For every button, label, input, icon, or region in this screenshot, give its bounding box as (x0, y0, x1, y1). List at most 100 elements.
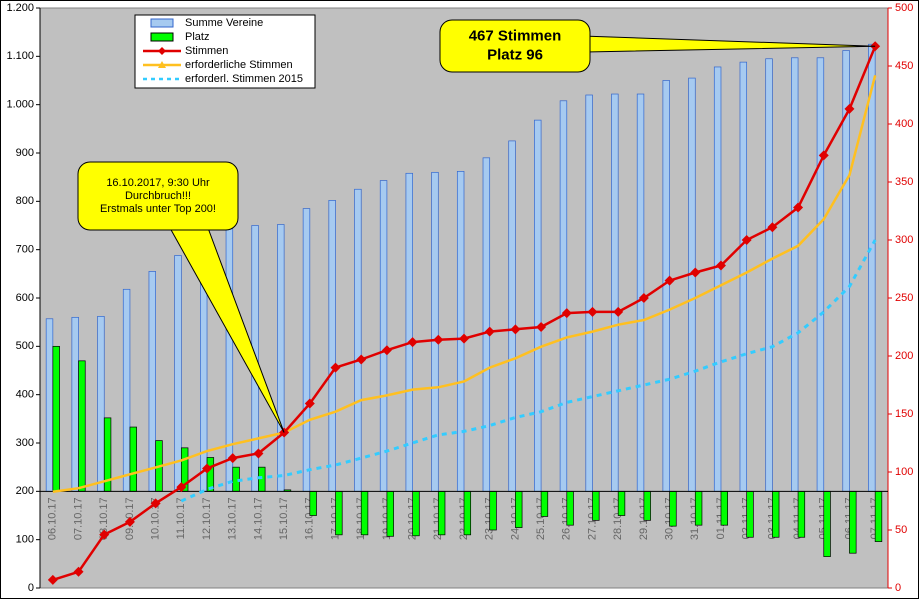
bar (617, 490, 626, 516)
marker (638, 293, 649, 303)
bar (720, 490, 729, 526)
marker (99, 529, 110, 540)
bar (636, 93, 645, 492)
callout-text: Platz 96 (487, 46, 543, 63)
marker (176, 482, 187, 493)
bar (669, 490, 677, 527)
bar (482, 157, 491, 492)
callout-box (77, 161, 239, 231)
marker (381, 345, 392, 356)
x-tick-label: 07.10.17 (72, 497, 84, 540)
legend-label: Summe Vereine (185, 17, 263, 29)
marker (818, 150, 829, 161)
y2-tick-label: 50 (895, 524, 907, 536)
bar (534, 119, 542, 492)
marker (664, 275, 675, 286)
x-tick-label: 11.10.17 (175, 497, 187, 539)
marker (613, 306, 624, 317)
y-tick-label: 300 (16, 437, 34, 449)
y-tick-label: 400 (16, 389, 34, 401)
marker (741, 235, 752, 245)
bar (360, 490, 369, 536)
callout-text: 16.10.2017, 9:30 Uhr (106, 177, 210, 189)
bar (868, 43, 876, 492)
bar (713, 66, 722, 492)
bar (328, 200, 336, 492)
y2-tick-label: 150 (895, 408, 913, 420)
x-tick-label: 15.10.17 (278, 497, 290, 540)
bar (849, 490, 857, 554)
bar (335, 490, 343, 536)
bar (354, 188, 362, 492)
legend-label: erforderl. Stimmen 2015 (185, 73, 303, 85)
marker (304, 398, 315, 409)
y-tick-label: 1.000 (6, 99, 34, 111)
bar (386, 490, 394, 537)
y-tick-label: 0 (28, 582, 34, 594)
bar (463, 490, 472, 536)
y2-tick-label: 250 (895, 292, 913, 304)
bar (148, 271, 156, 492)
x-tick-label: 12.10.17 (201, 497, 213, 540)
y2-tick-label: 300 (895, 234, 913, 246)
bar (540, 490, 549, 517)
marker (202, 463, 213, 474)
x-tick-label: 08.10.17 (98, 497, 110, 540)
bar (225, 227, 234, 492)
y-tick-label: 900 (16, 147, 34, 159)
y-tick-label: 100 (16, 534, 34, 546)
bar (515, 490, 523, 528)
bar (52, 345, 60, 492)
legend-swatch (150, 18, 174, 28)
callout-text: Durchbruch!!! (125, 190, 191, 202)
bar (45, 318, 54, 492)
line-series (180, 239, 877, 503)
y-tick-label: 500 (16, 340, 34, 352)
bar (431, 171, 439, 492)
bar (874, 490, 883, 542)
bar (566, 490, 574, 526)
y-tick-label: 700 (16, 244, 34, 256)
marker (587, 306, 598, 317)
bar (379, 180, 388, 492)
bar (412, 490, 420, 537)
marker (844, 103, 855, 114)
bar (71, 316, 79, 492)
y2-tick-label: 200 (895, 350, 913, 362)
marker (561, 308, 572, 319)
marker (459, 333, 469, 344)
bar (508, 140, 516, 492)
y2-tick-label: 350 (895, 176, 913, 188)
marker (767, 222, 778, 233)
bar (585, 94, 593, 492)
bar (302, 208, 311, 492)
y-tick-label: 1.100 (6, 50, 34, 62)
x-tick-label: 14.10.17 (252, 497, 264, 540)
callout-box (439, 19, 591, 73)
y2-tick-label: 0 (895, 582, 901, 594)
callout-text: Erstmals unter Top 200! (100, 203, 216, 215)
bar (489, 490, 497, 531)
legend-label: Platz (185, 31, 209, 43)
callout-cover (581, 35, 587, 53)
bar (688, 77, 696, 492)
bar (772, 490, 780, 538)
bar (437, 490, 446, 536)
bar (592, 490, 600, 521)
line-series (52, 74, 877, 493)
y2-tick-label: 400 (895, 118, 913, 130)
y-tick-label: 200 (16, 485, 34, 497)
bar (694, 490, 703, 526)
marker (124, 516, 135, 527)
y2-tick-label: 100 (895, 466, 913, 478)
bar (797, 490, 806, 538)
bar (277, 224, 285, 492)
y-tick-label: 600 (16, 292, 34, 304)
bar (791, 57, 799, 492)
bar (78, 360, 86, 492)
bar (309, 490, 317, 516)
x-tick-label: 10.10.17 (150, 497, 162, 540)
legend-marker (158, 61, 166, 68)
bar (129, 426, 137, 492)
